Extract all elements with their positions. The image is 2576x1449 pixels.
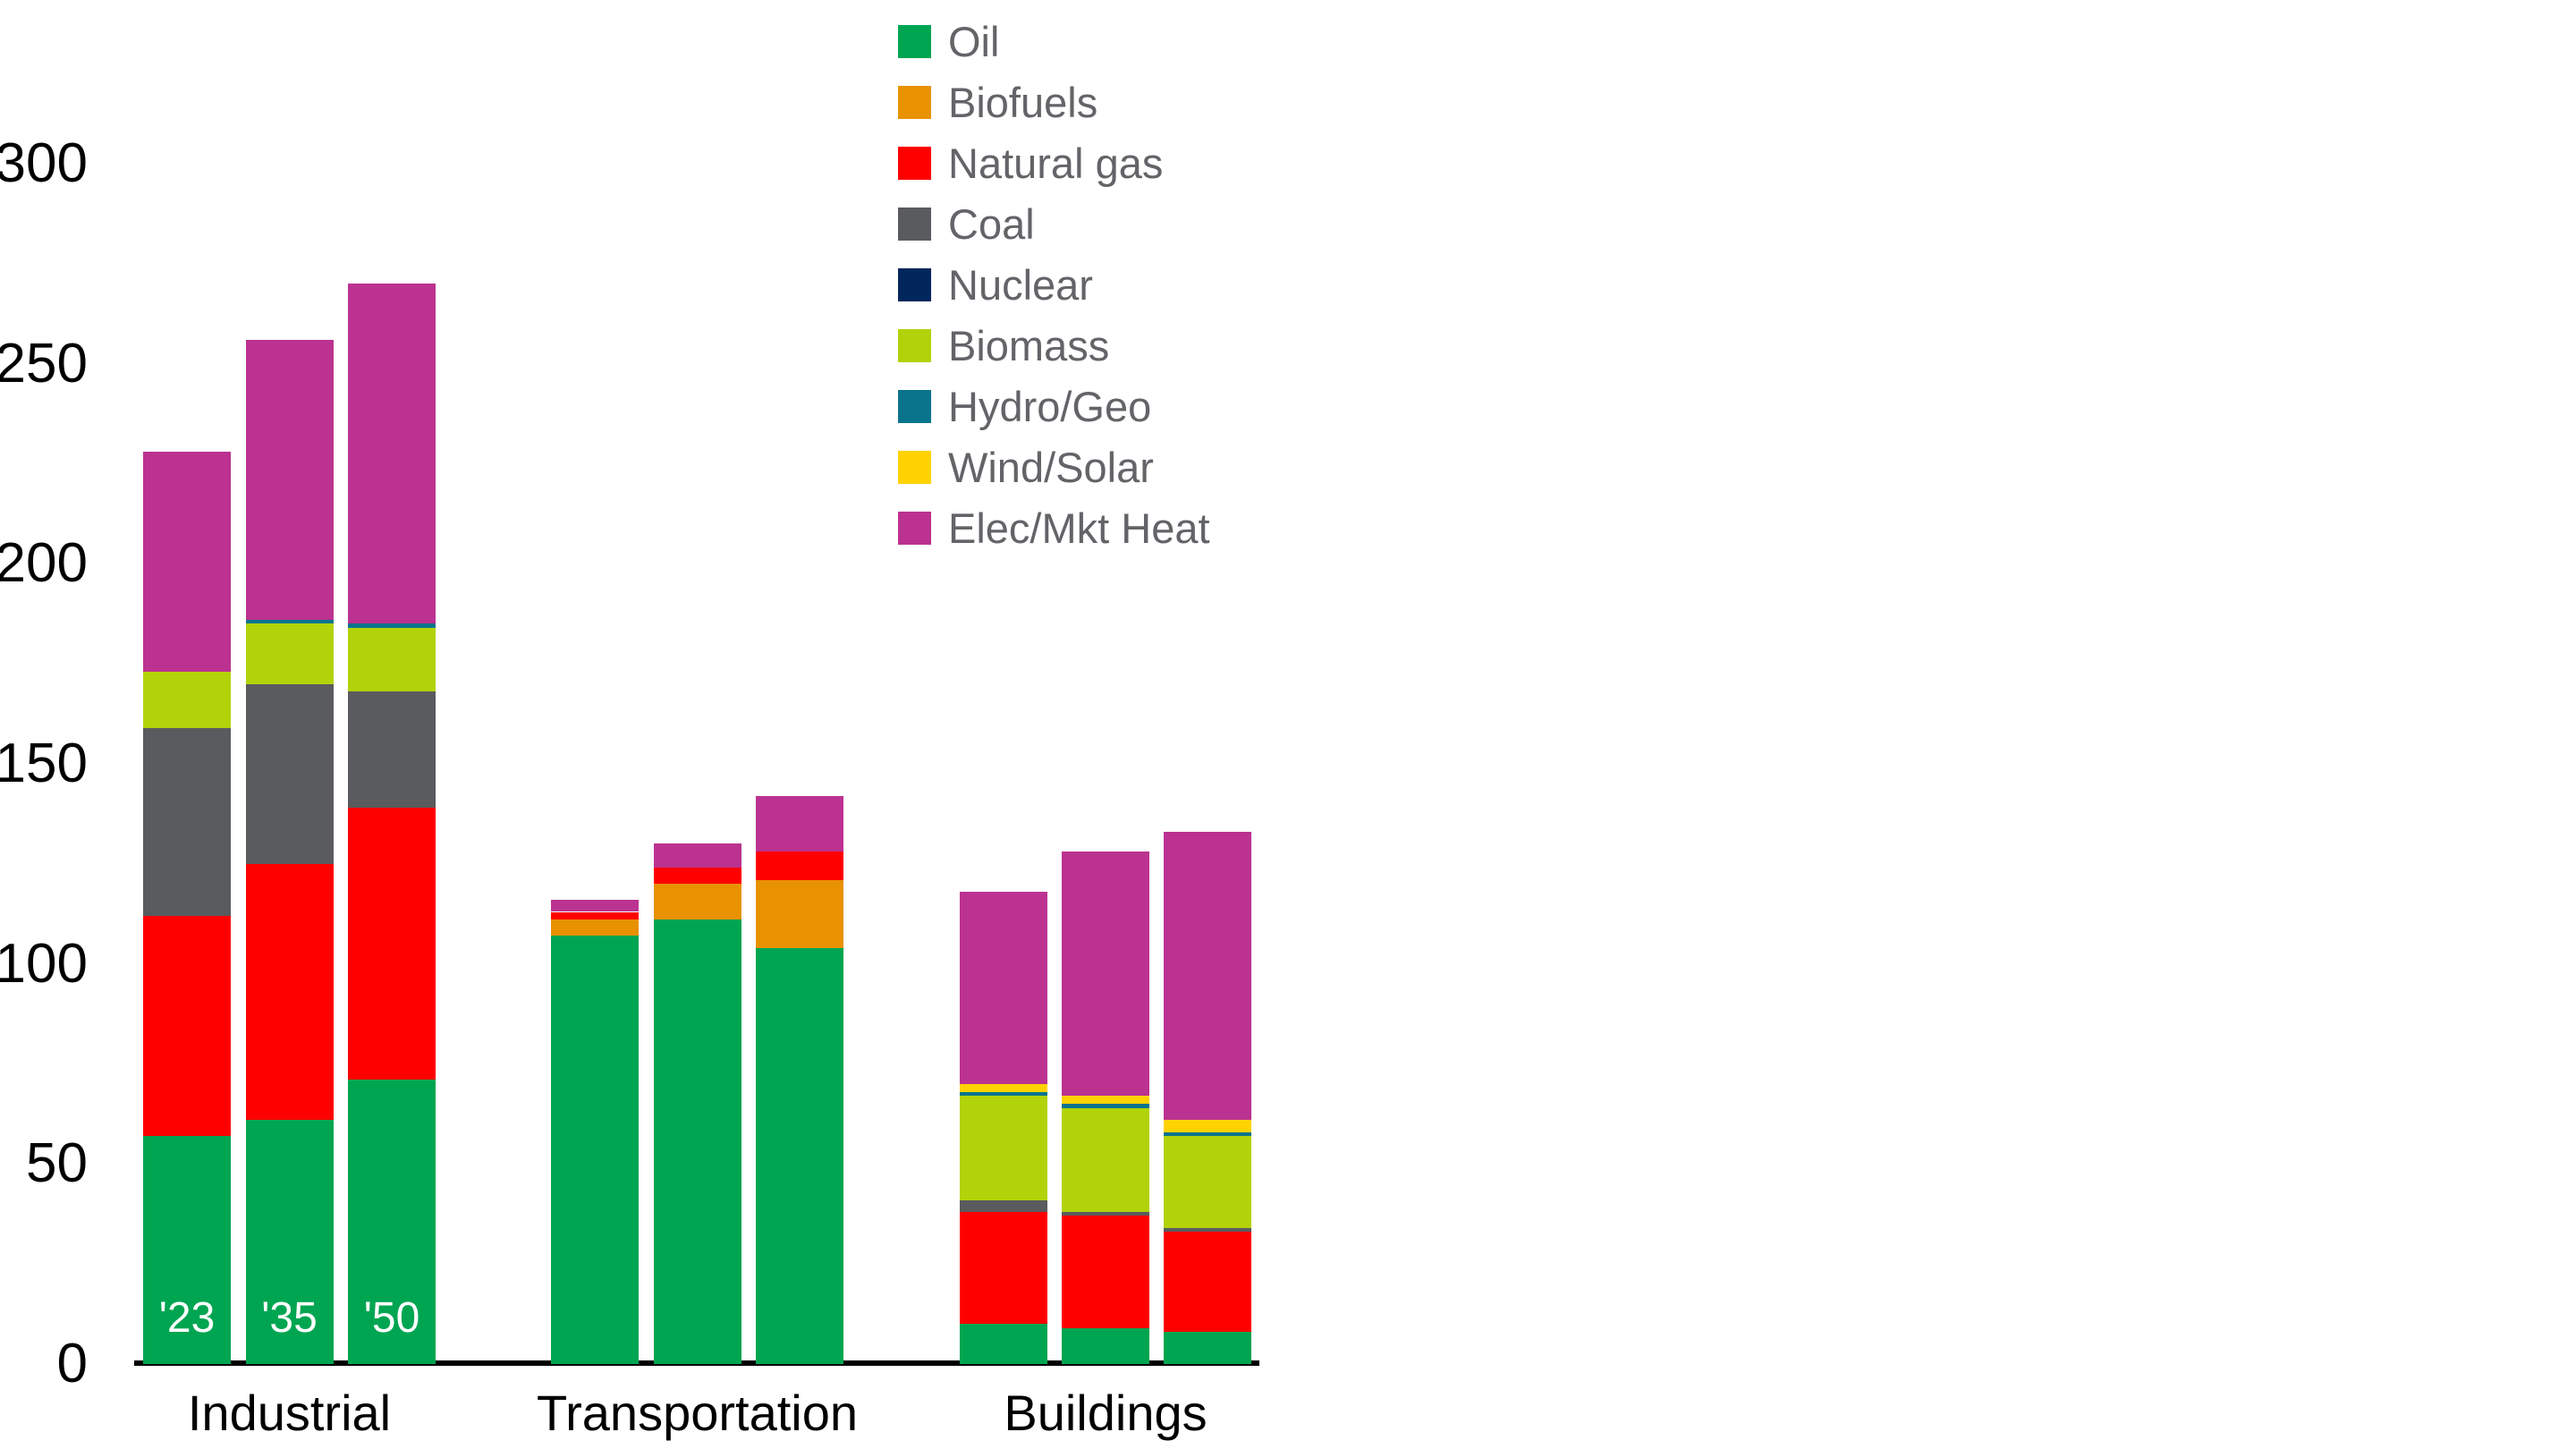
bar-segment-hydro-geo <box>960 1091 1047 1097</box>
bar-segment-elec-mkt-heat <box>1062 852 1149 1097</box>
legend-label: Biofuels <box>948 78 1098 126</box>
bar-segment-coal <box>960 1199 1047 1212</box>
bar-segment-wind-solar <box>960 1083 1047 1092</box>
bar-segment-oil <box>653 919 741 1364</box>
bar-segment-biomass <box>960 1096 1047 1200</box>
bar-segment-oil <box>348 1080 436 1364</box>
bar-year-label: '35 <box>261 1294 318 1342</box>
bar-year-label: '50 <box>363 1294 420 1342</box>
x-axis-category-label: Buildings <box>1004 1385 1208 1441</box>
legend-item-natural-gas: Natural gas <box>898 132 1210 193</box>
bar-segment-oil <box>1062 1327 1149 1364</box>
bar-segment-oil <box>756 947 843 1364</box>
bar-segment-biomass <box>143 672 231 728</box>
bar-segment-coal <box>1164 1227 1251 1233</box>
bar-segment-biomass <box>1062 1107 1149 1212</box>
legend-item-nuclear: Nuclear <box>898 254 1210 315</box>
bar-segment-natural-gas <box>960 1212 1047 1325</box>
legend-item-biofuels: Biofuels <box>898 72 1210 132</box>
bar-segment-wind-solar <box>1164 1120 1251 1132</box>
chart-legend: Oil Biofuels Natural gas Coal Nuclear Biomass… <box>898 11 1210 558</box>
bar-segment-biomass <box>348 627 436 692</box>
legend-label: Coal <box>948 199 1035 248</box>
bar-segment-hydro-geo <box>1164 1131 1251 1136</box>
x-axis-category-label: Transportation <box>537 1385 858 1441</box>
bar-segment-natural-gas <box>1164 1232 1251 1333</box>
bar-segment-natural-gas <box>756 852 843 880</box>
legend-swatch <box>898 389 931 423</box>
y-axis-tick-label: 50 <box>26 1132 88 1195</box>
legend-item-oil: Oil <box>898 11 1210 72</box>
legend-swatch <box>898 267 931 301</box>
legend-label: Oil <box>948 17 1000 65</box>
bar-segment-oil <box>245 1120 334 1364</box>
bar-segment-oil <box>143 1136 231 1364</box>
bar-segment-coal <box>1062 1212 1149 1216</box>
x-axis-category-label: Industrial <box>187 1385 392 1441</box>
bar-segment-natural-gas <box>348 808 436 1080</box>
bar-segment-oil <box>1164 1332 1251 1364</box>
bar-segment-elec-mkt-heat <box>348 284 436 624</box>
bar-segment-biofuels <box>653 884 741 920</box>
bar-segment-biofuels <box>551 919 639 936</box>
bar-segment-natural-gas <box>1062 1216 1149 1328</box>
bar-year-label: '23 <box>158 1294 216 1342</box>
bar-segment-coal <box>245 683 334 864</box>
bar-segment-coal <box>348 691 436 809</box>
y-axis-tick-label: 0 <box>56 1333 88 1394</box>
bar-segment-oil <box>551 936 639 1364</box>
bar-segment-hydro-geo <box>348 623 436 628</box>
bar-segment-biomass <box>1164 1136 1251 1228</box>
bar-segment-elec-mkt-heat <box>245 339 334 620</box>
bar-segment-natural-gas <box>653 868 741 885</box>
bar-segment-elec-mkt-heat <box>653 843 741 869</box>
bar-segment-elec-mkt-heat <box>143 452 231 673</box>
legend-swatch <box>898 328 931 362</box>
y-axis-tick-label: 300 <box>0 132 88 194</box>
bar-segment-biomass <box>245 623 334 684</box>
legend-item-coal: Coal <box>898 193 1210 254</box>
bar-segment-hydro-geo <box>1062 1104 1149 1108</box>
bar-segment-elec-mkt-heat <box>960 892 1047 1084</box>
legend-item-elec-mkt-heat: Elec/Mkt Heat <box>898 497 1210 558</box>
bar-segment-elec-mkt-heat <box>756 795 843 852</box>
y-axis-tick-label: 150 <box>0 733 88 794</box>
bar-segment-elec-mkt-heat <box>1164 832 1251 1121</box>
bar-segment-wind-solar <box>1062 1096 1149 1105</box>
bar-segment-biofuels <box>756 879 843 948</box>
legend-label: Nuclear <box>948 260 1093 309</box>
legend-swatch <box>898 450 931 484</box>
legend-swatch <box>898 85 931 119</box>
bar-segment-oil <box>960 1324 1047 1364</box>
legend-swatch <box>898 511 931 545</box>
legend-label: Biomass <box>948 321 1110 369</box>
legend-label: Wind/Solar <box>948 443 1154 491</box>
legend-label: Elec/Mkt Heat <box>948 504 1210 552</box>
bar-segment-hydro-geo <box>245 619 334 624</box>
legend-swatch <box>898 146 931 180</box>
legend-swatch <box>898 24 931 58</box>
bar-segment-natural-gas <box>143 915 231 1137</box>
bar-segment-coal <box>143 727 231 916</box>
bar-segment-natural-gas <box>245 863 334 1121</box>
legend-item-wind-solar: Wind/Solar <box>898 436 1210 497</box>
y-axis-tick-label: 250 <box>0 332 88 394</box>
bar-segment-elec-mkt-heat <box>551 900 639 912</box>
bar-segment-natural-gas <box>551 911 639 920</box>
legend-label: Hydro/Geo <box>948 382 1152 430</box>
legend-swatch <box>898 207 931 241</box>
legend-item-biomass: Biomass <box>898 315 1210 376</box>
y-axis-tick-label: 200 <box>0 532 88 595</box>
legend-item-hydro-geo: Hydro/Geo <box>898 376 1210 436</box>
legend-label: Natural gas <box>948 139 1164 187</box>
y-axis-tick-label: 100 <box>0 932 88 995</box>
